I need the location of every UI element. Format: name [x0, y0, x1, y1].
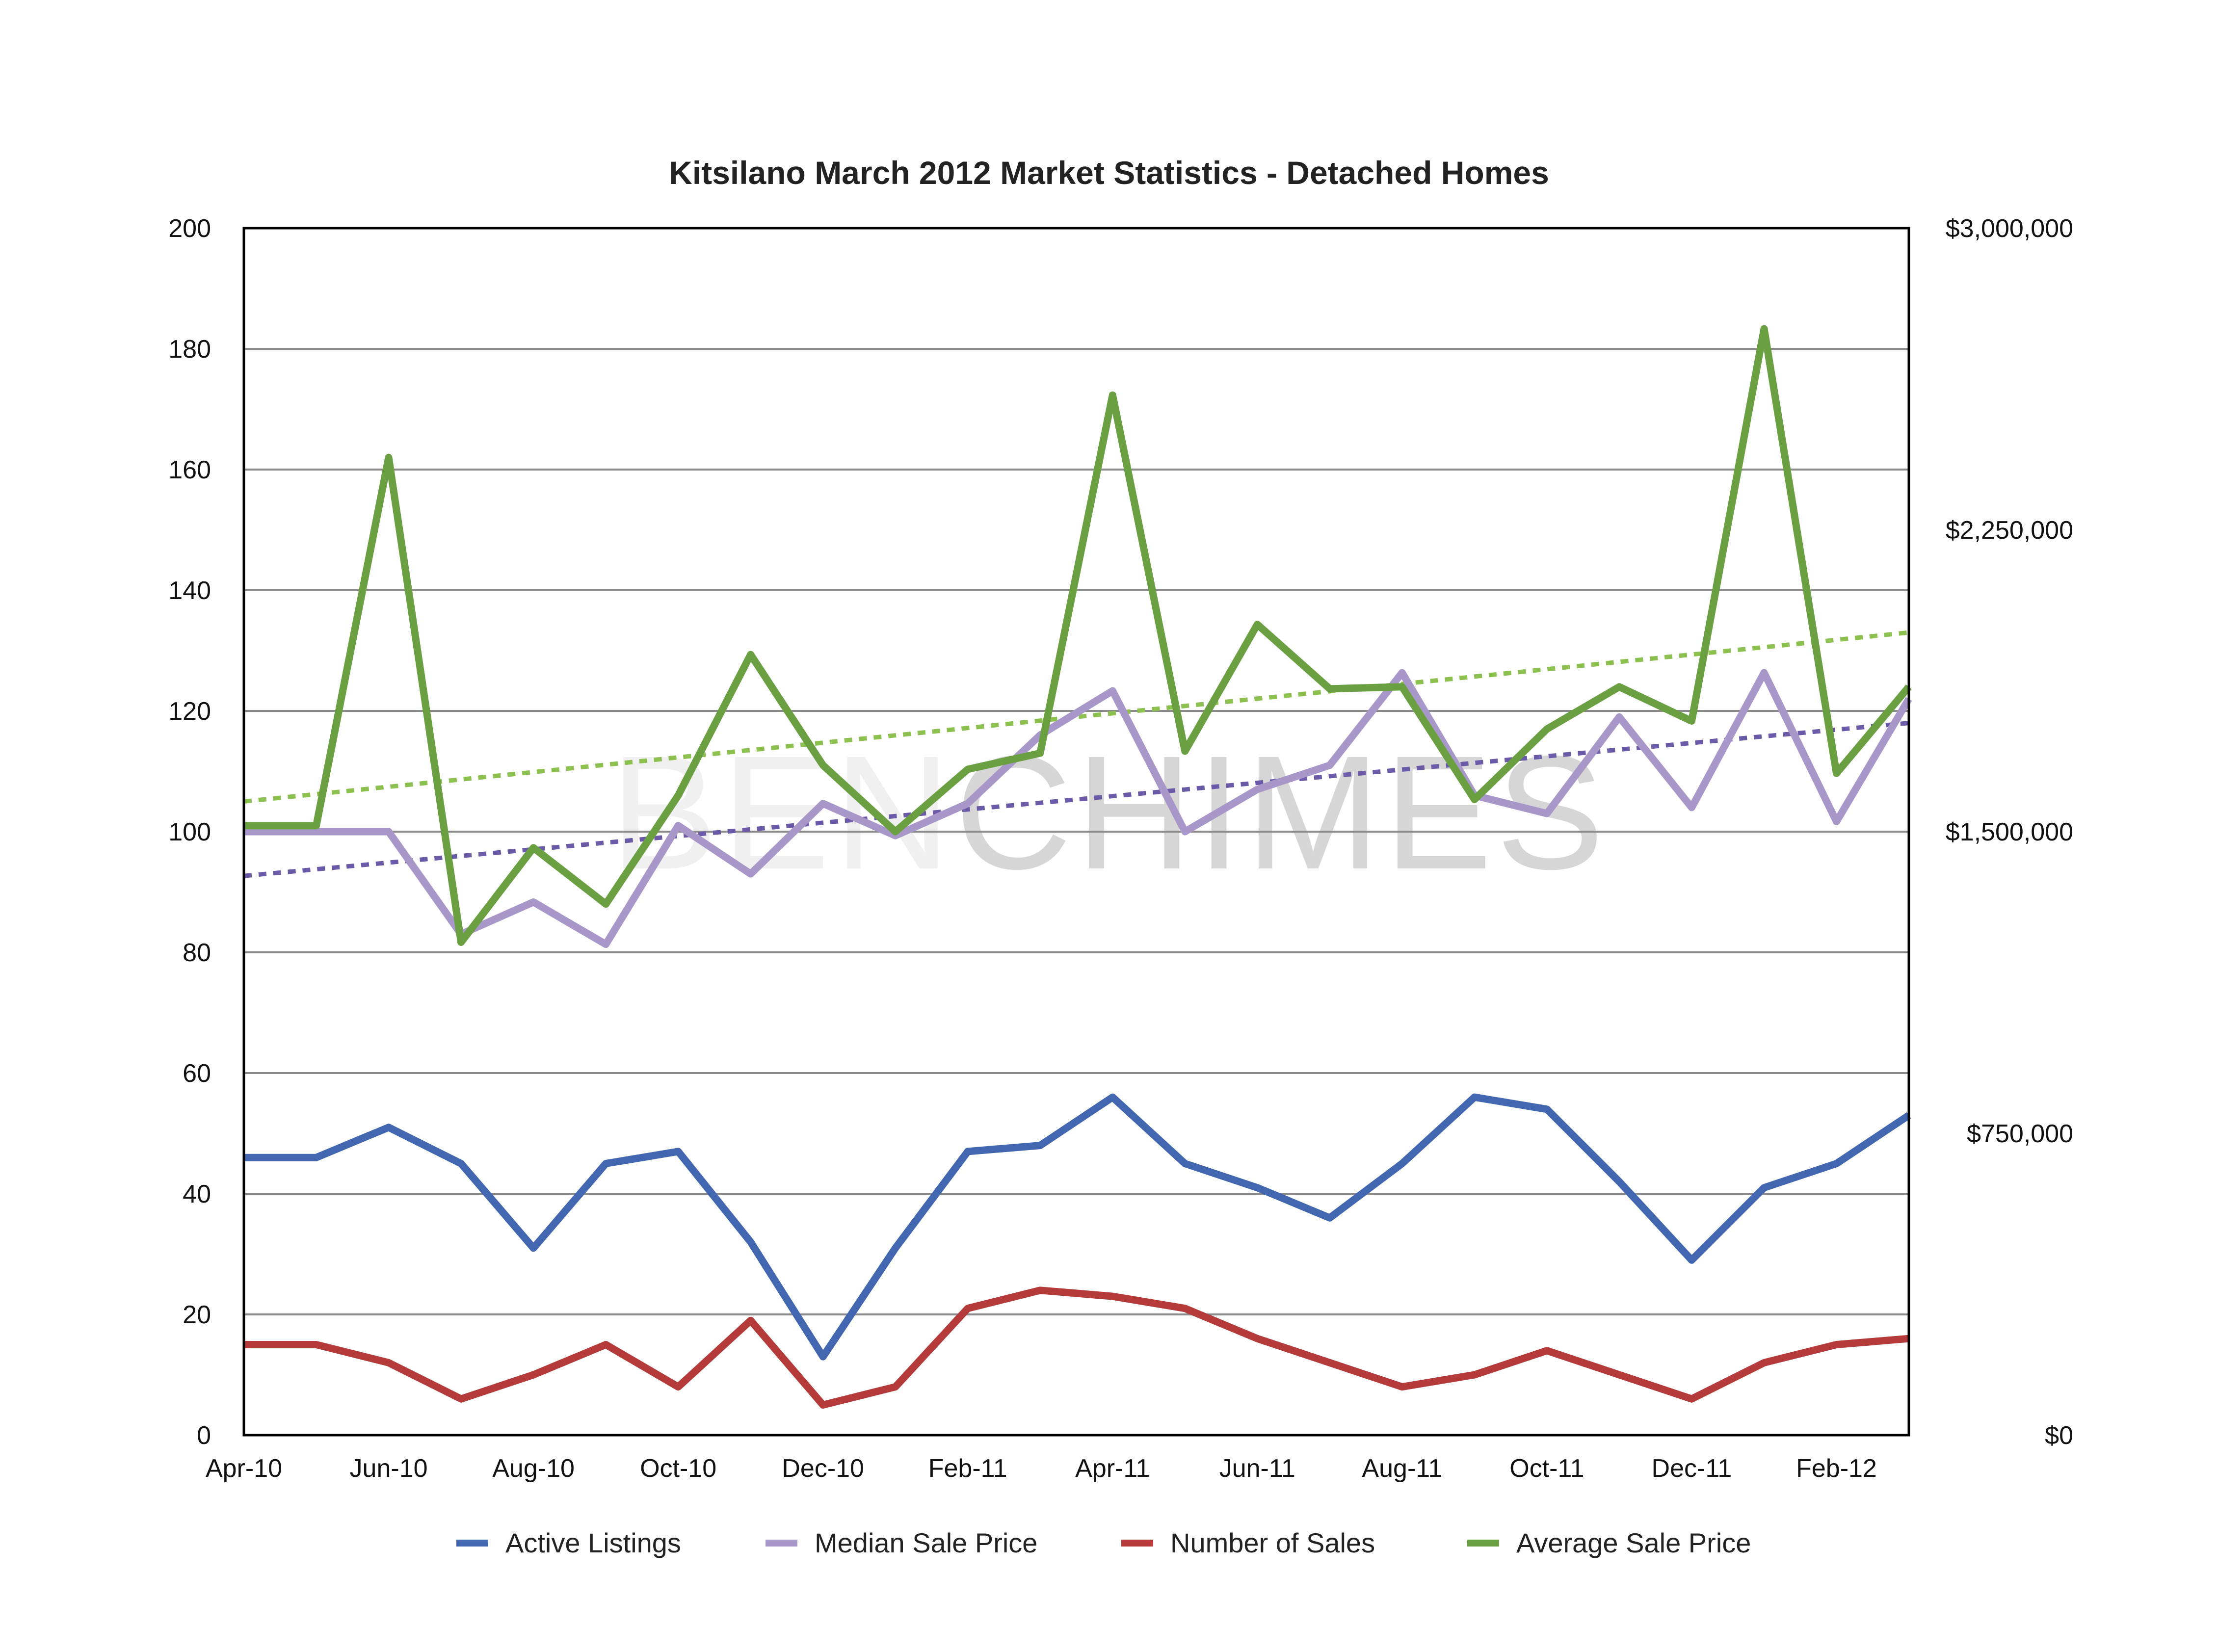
series-line: [244, 1286, 1909, 1409]
series-lines: [244, 325, 1912, 1409]
legend-label: Median Sale Price: [815, 1527, 1037, 1558]
x-axis-tick-label: Dec-10: [782, 1454, 864, 1483]
plot-frame: [242, 227, 1910, 1437]
x-axis-tick-label: Jun-11: [1219, 1454, 1295, 1483]
x-axis-ticks: Apr-10 Jun-10 Aug-10 Oct-10 Dec-10 Feb-11 Apr-…: [206, 1454, 1877, 1483]
left-axis-tick-label: 100: [168, 818, 211, 846]
right-axis-tick-label: $750,000: [1967, 1120, 2073, 1148]
left-axis-tick-label: 40: [183, 1180, 211, 1208]
legend-label: Number of Sales: [1170, 1527, 1375, 1558]
right-axis-tick-label: $0: [2045, 1421, 2073, 1450]
left-axis-ticks: 0 20 40 60 80 100 120 140 160 180 200: [168, 214, 211, 1450]
x-axis-tick-label: Feb-11: [928, 1454, 1007, 1483]
left-axis-tick-label: 180: [168, 335, 211, 364]
right-axis-tick-label: $3,000,000: [1946, 214, 2073, 243]
legend-label: Average Sale Price: [1516, 1527, 1751, 1558]
legend: Active Listings Median Sale Price Number o…: [456, 1527, 1751, 1558]
left-axis-tick-label: 200: [168, 214, 211, 243]
left-axis-tick-label: 0: [197, 1421, 211, 1450]
left-axis-tick-label: 140: [168, 577, 211, 605]
right-axis-tick-label: $1,500,000: [1946, 818, 2073, 846]
chart-title: Kitsilano March 2012 Market Statistics -…: [669, 155, 1549, 191]
left-axis-tick-label: 60: [183, 1059, 211, 1088]
x-axis-tick-label: Apr-10: [206, 1454, 282, 1483]
x-axis-tick-label: Aug-10: [492, 1454, 575, 1483]
legend-label: Active Listings: [505, 1527, 681, 1558]
gridlines: [244, 348, 1909, 1315]
left-axis-tick-label: 80: [183, 939, 211, 967]
x-axis-tick-label: Dec-11: [1652, 1454, 1732, 1483]
watermark: BENCHIMES: [610, 722, 1608, 903]
x-axis-tick-label: Oct-11: [1509, 1454, 1584, 1483]
left-axis-tick-label: 120: [168, 697, 211, 726]
right-axis-tick-label: $2,250,000: [1946, 516, 2073, 545]
series-line: [244, 1093, 1911, 1361]
left-axis-tick-label: 20: [183, 1301, 211, 1329]
watermark-part1: BEN: [610, 722, 955, 903]
left-axis-tick-label: 160: [168, 456, 211, 484]
x-axis-tick-label: Feb-12: [1796, 1454, 1877, 1483]
series-line: [244, 325, 1912, 946]
watermark-part2: CHIMES: [955, 722, 1608, 903]
series-line: [244, 669, 1912, 948]
x-axis-tick-label: Apr-11: [1075, 1454, 1150, 1483]
x-axis-tick-label: Oct-10: [640, 1454, 716, 1483]
x-axis-tick-label: Aug-11: [1362, 1454, 1442, 1483]
x-axis-tick-label: Jun-10: [350, 1454, 428, 1483]
right-axis-ticks: $0 $750,000 $1,500,000 $2,250,000 $3,000,000: [1946, 214, 2073, 1450]
